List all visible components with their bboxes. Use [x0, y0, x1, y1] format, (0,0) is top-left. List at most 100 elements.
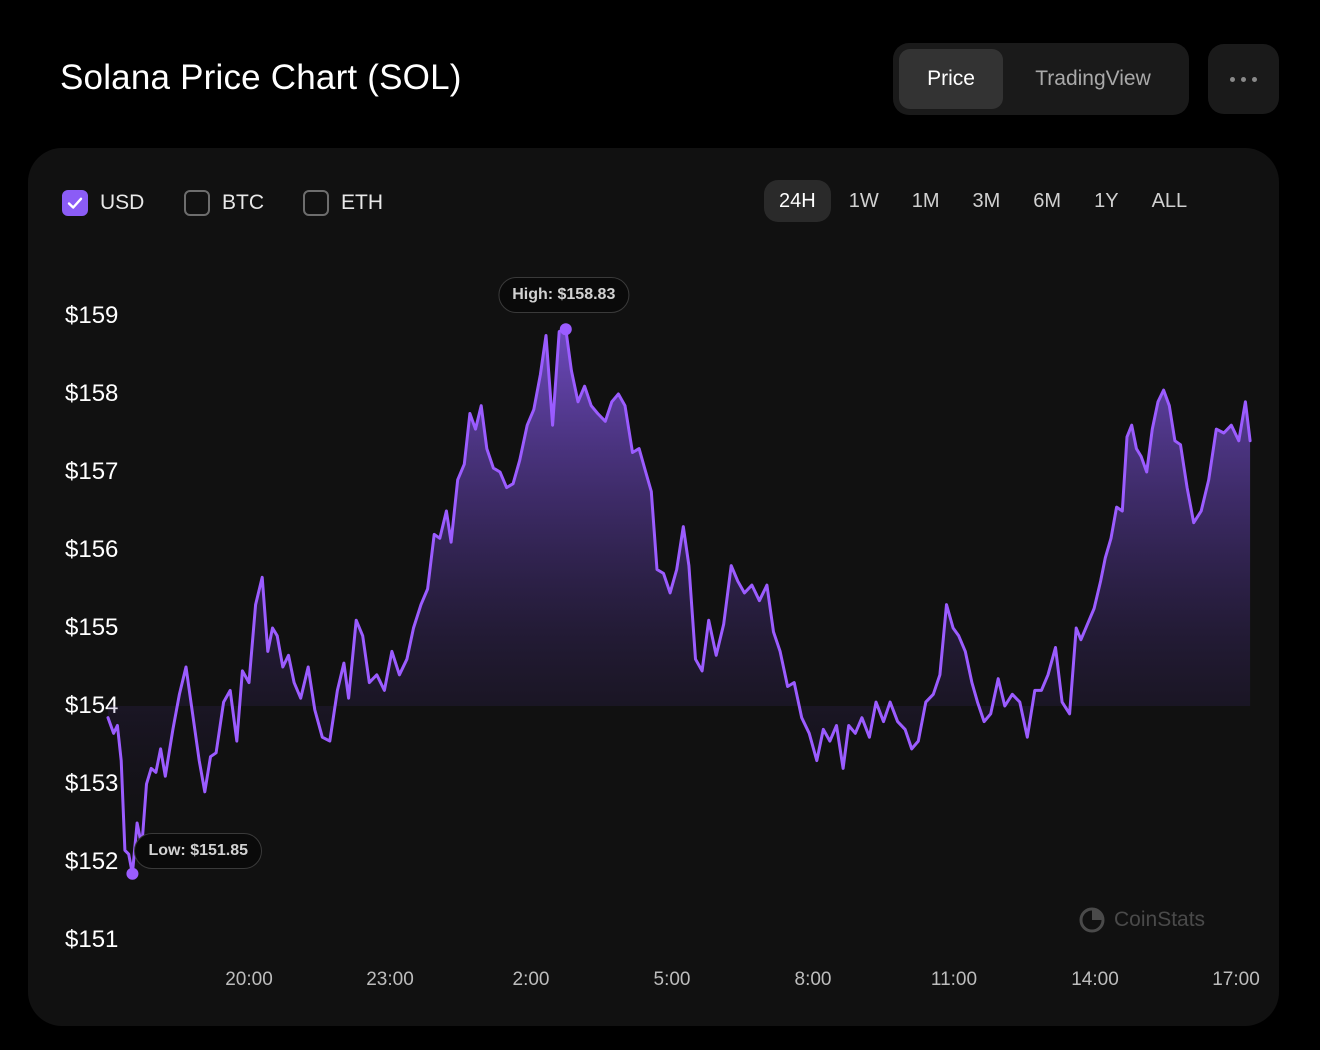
price-point [1099, 580, 1102, 583]
price-point [610, 400, 613, 403]
price-point [492, 467, 495, 470]
price-point [1104, 556, 1107, 559]
price-point [1075, 627, 1078, 630]
currency-btc-toggle[interactable]: BTC [184, 188, 264, 218]
y-tick-label: $152 [65, 848, 119, 875]
checkbox-empty-icon[interactable] [303, 190, 329, 216]
price-point [650, 490, 653, 493]
price-point [1140, 455, 1143, 458]
price-point [868, 736, 871, 739]
price-point [932, 693, 935, 696]
range-6m[interactable]: 6M [1033, 189, 1062, 212]
price-point [209, 755, 212, 758]
price-point [468, 412, 471, 415]
currency-usd-toggle[interactable]: USD [62, 188, 144, 218]
price-point [307, 666, 310, 669]
price-point [750, 584, 753, 587]
price-point [976, 701, 979, 704]
price-point [736, 580, 739, 583]
price-point [604, 420, 607, 423]
price-point [743, 591, 746, 594]
price-point [854, 732, 857, 735]
price-point [171, 728, 174, 731]
price-point [215, 751, 218, 754]
price-point [983, 720, 986, 723]
price-point [505, 486, 508, 489]
price-point [662, 572, 665, 575]
price-point [203, 790, 206, 793]
price-point [426, 588, 429, 591]
price-point [786, 685, 789, 688]
x-tick-label: 8:00 [794, 969, 832, 990]
price-point [266, 650, 269, 653]
price-point [707, 619, 710, 622]
high-tooltip: High: $158.83 [498, 277, 630, 314]
price-point [624, 404, 627, 407]
price-point [583, 385, 586, 388]
price-point [321, 736, 324, 739]
price-point [433, 533, 436, 536]
price-point [412, 627, 415, 630]
price-point [1003, 705, 1006, 708]
price-point [420, 603, 423, 606]
more-options-button[interactable] [1208, 44, 1279, 114]
tab-tradingview[interactable]: TradingView [1007, 49, 1179, 109]
tab-price[interactable]: Price [899, 49, 1003, 109]
price-point [822, 728, 825, 731]
price-point [145, 783, 148, 786]
price-point [1054, 646, 1057, 649]
price-point [577, 400, 580, 403]
price-point [499, 471, 502, 474]
price-point [355, 619, 358, 622]
low-marker[interactable] [126, 867, 139, 880]
high-marker[interactable] [559, 323, 572, 336]
checkbox-checked-icon[interactable] [62, 190, 88, 216]
price-point [1215, 428, 1218, 431]
currency-usd-label: USD [100, 191, 145, 214]
price-point [551, 424, 554, 427]
price-point [474, 428, 477, 431]
range-3m[interactable]: 3M [972, 189, 1001, 212]
price-point [127, 853, 130, 856]
range-1m[interactable]: 1M [911, 189, 940, 212]
price-point [842, 767, 845, 770]
price-area [108, 329, 1251, 874]
price-point [1179, 443, 1182, 446]
price-point [1093, 607, 1096, 610]
price-point [1079, 638, 1082, 641]
price-point [779, 650, 782, 653]
price-point [875, 701, 878, 704]
range-1y[interactable]: 1Y [1094, 189, 1119, 212]
price-point [590, 404, 593, 407]
checkbox-empty-icon[interactable] [184, 190, 210, 216]
price-point [1026, 736, 1029, 739]
price-point [596, 412, 599, 415]
price-point [701, 669, 704, 672]
y-tick-label: $155 [65, 614, 119, 641]
price-point [116, 724, 119, 727]
price-point [445, 510, 448, 513]
price-point [191, 712, 194, 715]
price-point [989, 712, 992, 715]
price-point [904, 728, 907, 731]
y-tick-label: $157 [65, 458, 119, 485]
price-point [1047, 673, 1050, 676]
price-point [526, 424, 529, 427]
price-point [669, 591, 672, 594]
range-1w[interactable]: 1W [848, 189, 879, 212]
price-point [1135, 447, 1138, 450]
price-point [957, 634, 960, 637]
x-tick-label: 2:00 [512, 969, 550, 990]
currency-eth-toggle[interactable]: ETH [303, 188, 383, 218]
low-tooltip: Low: $151.85 [134, 832, 263, 869]
price-point [828, 740, 831, 743]
price-point [287, 654, 290, 657]
watermark-text: CoinStats [1114, 908, 1206, 931]
price-point [896, 720, 899, 723]
price-point [1018, 701, 1021, 704]
price-point [800, 716, 803, 719]
range-all[interactable]: ALL [1151, 189, 1188, 212]
coinstats-watermark: CoinStats [1078, 906, 1205, 934]
range-24h[interactable]: 24H [764, 180, 831, 222]
